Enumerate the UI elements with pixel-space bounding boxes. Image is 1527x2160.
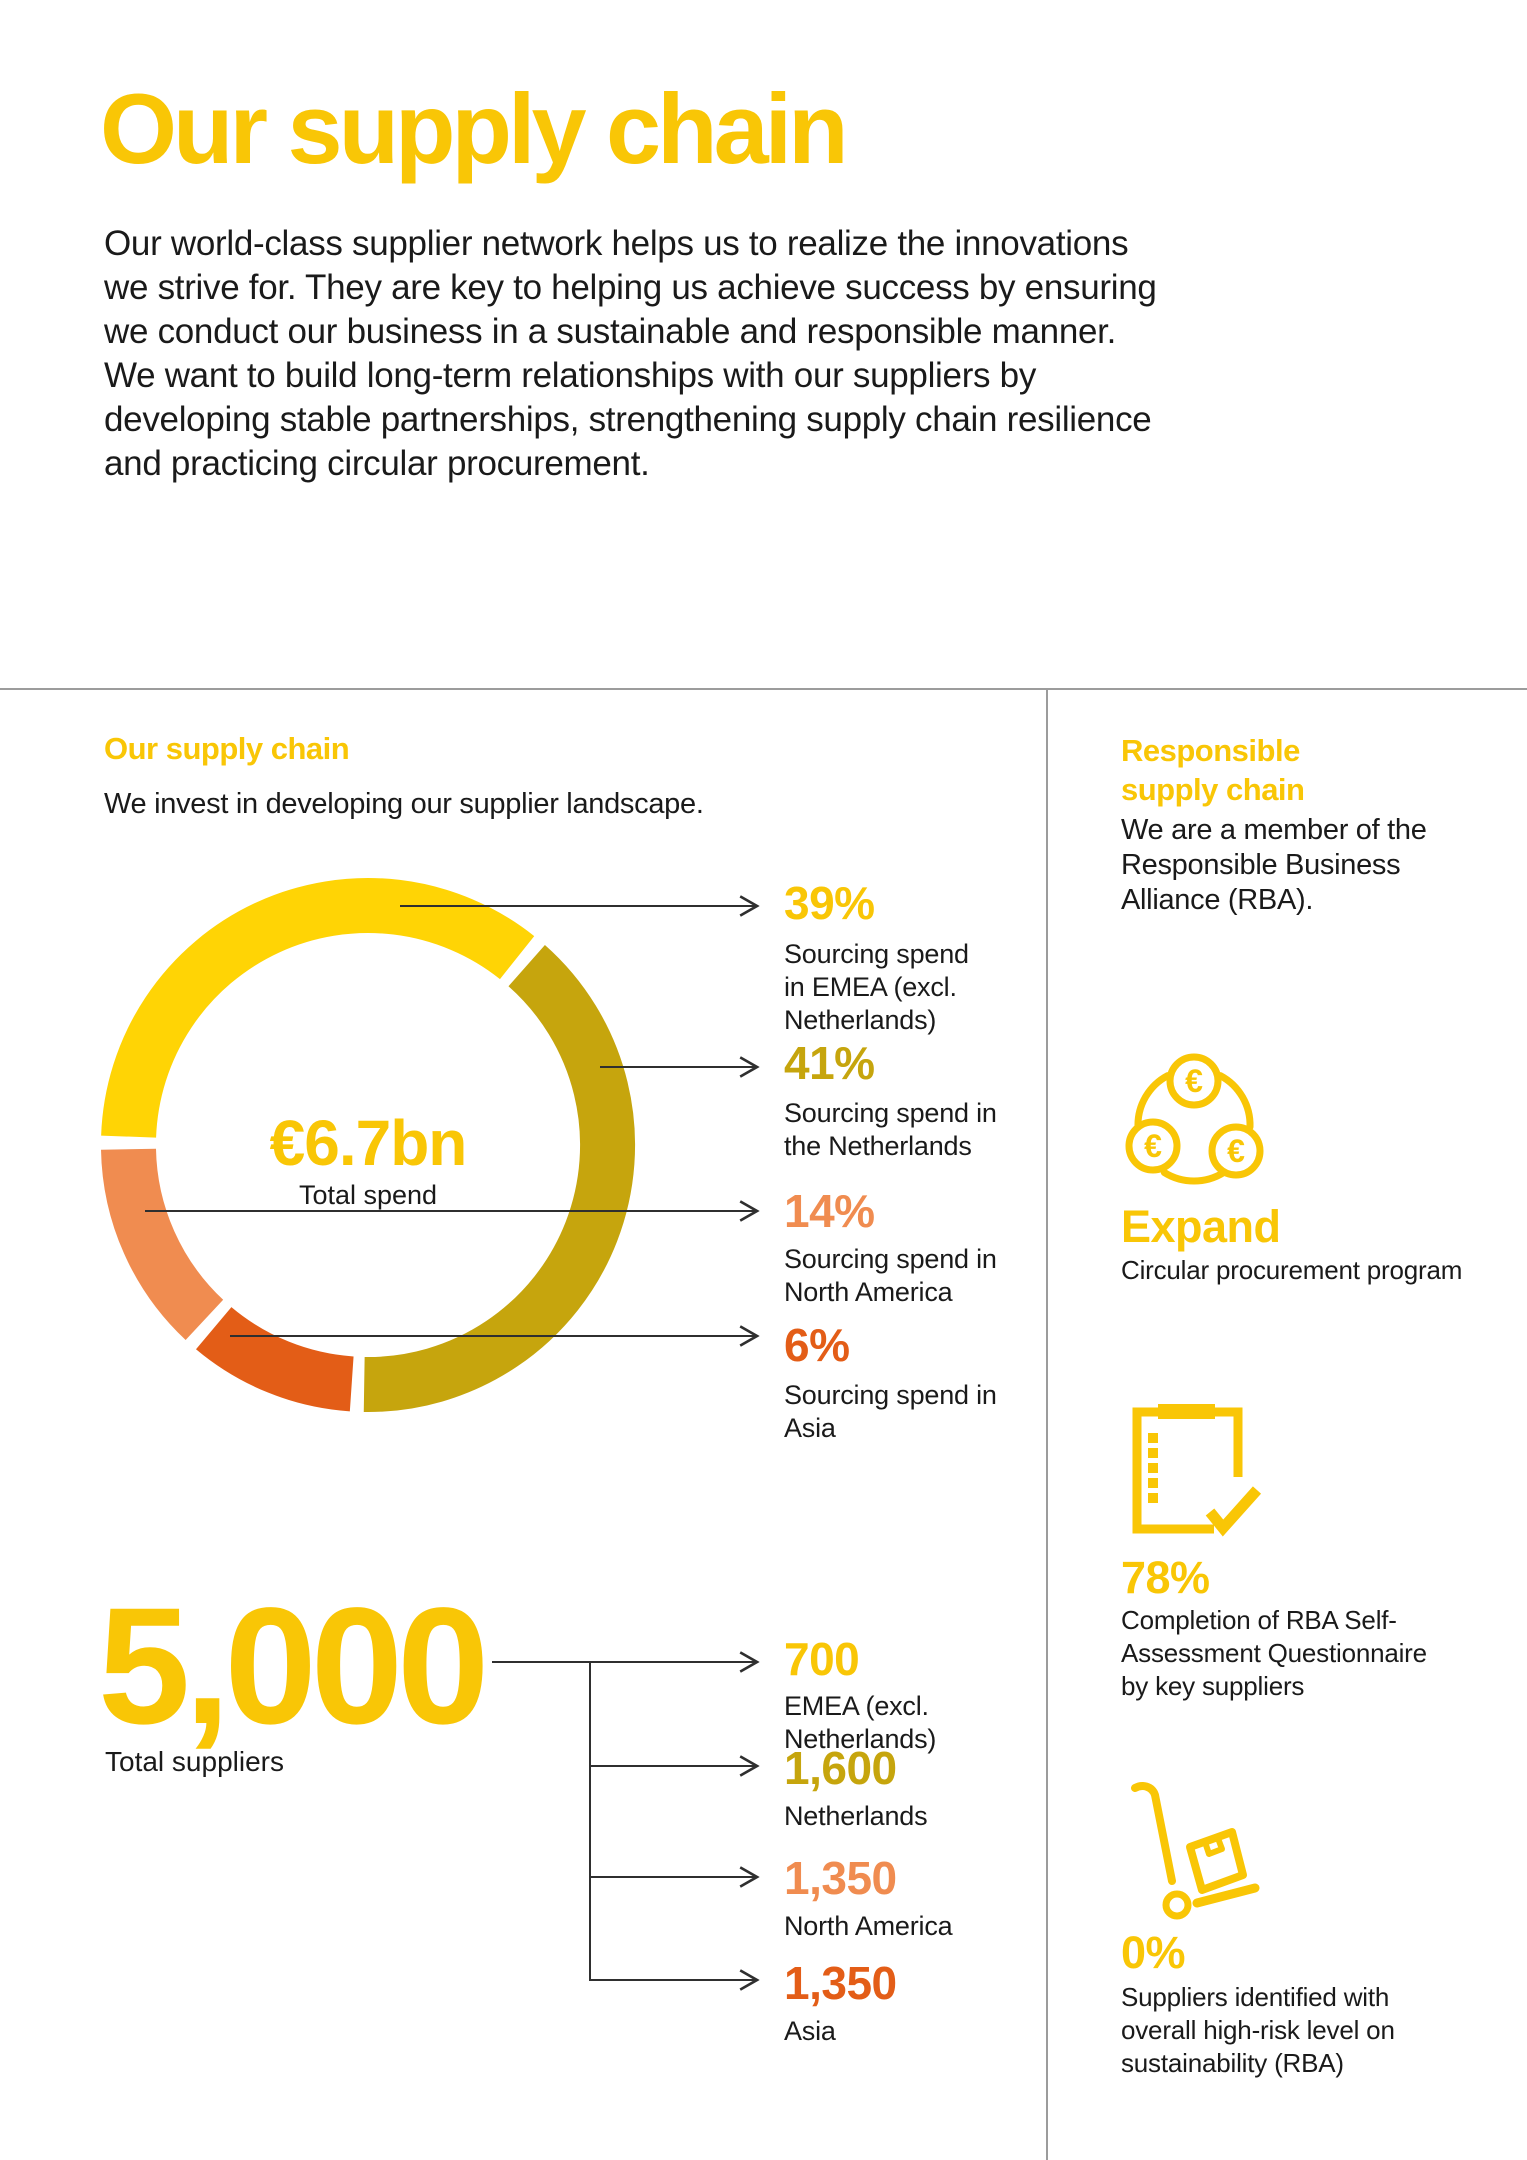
- donut-label-netherlands: 41% Sourcing spend in the Netherlands: [784, 1036, 997, 1163]
- checklist-icon: [1132, 1404, 1261, 1537]
- suppliers-label-north-america: 1,350 North America: [784, 1851, 953, 1943]
- donut-label-caption: Sourcing spend in North America: [784, 1244, 997, 1307]
- donut-label-north-america: 14% Sourcing spend in North America: [784, 1184, 997, 1309]
- checklist-items: [1148, 1433, 1158, 1503]
- suppliers-label-caption: Netherlands: [784, 1801, 928, 1831]
- suppliers-label-value: 700: [784, 1633, 860, 1685]
- high-risk-value: 0%: [1121, 1927, 1186, 1978]
- check-mark: [1205, 1486, 1261, 1537]
- cycle-arrows: [1134, 1072, 1254, 1185]
- suppliers-label-netherlands: 1,600 Netherlands: [784, 1741, 928, 1833]
- right-section-intro: We are a member of the Responsible Busin…: [1121, 814, 1427, 916]
- right-section-heading: Responsible supply chain: [1121, 733, 1305, 807]
- suppliers-label-caption: EMEA (excl. Netherlands): [784, 1691, 937, 1754]
- suppliers-label-emea: 700 EMEA (excl. Netherlands): [784, 1632, 936, 1756]
- donut-label-asia: 6% Sourcing spend in Asia: [784, 1318, 997, 1445]
- clipboard-clip: [1158, 1404, 1215, 1419]
- euro-coin-left: [1125, 1118, 1181, 1174]
- total-suppliers-value: 5,000: [98, 1574, 489, 1759]
- high-risk-caption: Suppliers identified with overall high-r…: [1121, 1982, 1395, 2078]
- svg-text:€: €: [1185, 1063, 1203, 1099]
- suppliers-label-value: 1,350: [784, 1852, 897, 1904]
- clipboard-outline: [1132, 1407, 1243, 1534]
- euro-cycle-icon: € € €: [1125, 1053, 1264, 1185]
- donut-label-caption: Sourcing spend in the Netherlands: [784, 1098, 997, 1161]
- donut-label-value: 6%: [784, 1319, 850, 1371]
- left-section-heading: Our supply chain: [104, 731, 350, 766]
- euro-coin-right: [1208, 1123, 1264, 1179]
- suppliers-label-caption: North America: [784, 1911, 953, 1941]
- hand-truck-icon: [1131, 1782, 1260, 1920]
- donut-label-caption: Sourcing spend in EMEA (excl. Netherland…: [784, 939, 969, 1035]
- rba-completion-caption: Completion of RBA Self- Assessment Quest…: [1121, 1605, 1427, 1701]
- donut-label-value: 39%: [784, 877, 875, 929]
- suppliers-tree-lines: [492, 1661, 757, 1981]
- donut-segment-asia: [196, 1306, 355, 1412]
- suppliers-label-value: 1,600: [784, 1742, 897, 1794]
- suppliers-label-asia: 1,350 Asia: [784, 1956, 897, 2048]
- hand-truck-blade: [1192, 1883, 1260, 1908]
- expand-value: Expand: [1121, 1201, 1281, 1252]
- euro-glyphs: € € €: [1144, 1063, 1245, 1169]
- page-title: Our supply chain: [100, 73, 849, 184]
- suppliers-label-value: 1,350: [784, 1957, 897, 2009]
- donut-label-caption: Sourcing spend in Asia: [784, 1380, 997, 1443]
- donut-segment-emea: [101, 878, 535, 1138]
- left-section-subheading: We invest in developing our supplier lan…: [104, 788, 704, 820]
- total-suppliers-label: Total suppliers: [105, 1746, 284, 1777]
- suppliers-label-caption: Asia: [784, 2016, 836, 2046]
- vertical-divider: [1046, 688, 1048, 2160]
- hand-truck-handle: [1131, 1782, 1176, 1885]
- donut-label-value: 41%: [784, 1037, 875, 1089]
- donut-center-label: Total spend: [298, 1180, 438, 1210]
- donut-center-value: €6.7bn: [269, 1107, 468, 1179]
- intro-paragraph: Our world-class supplier network helps u…: [104, 224, 1157, 483]
- horizontal-divider: [0, 688, 1527, 690]
- box-flap: [1202, 1835, 1225, 1857]
- donut-label-value: 14%: [784, 1185, 875, 1237]
- svg-text:€: €: [1227, 1133, 1245, 1169]
- donut-label-emea: 39% Sourcing spend in EMEA (excl. Nether…: [784, 876, 969, 1037]
- euro-coin-top: [1166, 1053, 1222, 1109]
- hand-truck-wheel: [1162, 1890, 1192, 1920]
- rba-completion-value: 78%: [1121, 1552, 1210, 1603]
- svg-text:€: €: [1144, 1128, 1162, 1164]
- expand-caption: Circular procurement program: [1121, 1255, 1463, 1285]
